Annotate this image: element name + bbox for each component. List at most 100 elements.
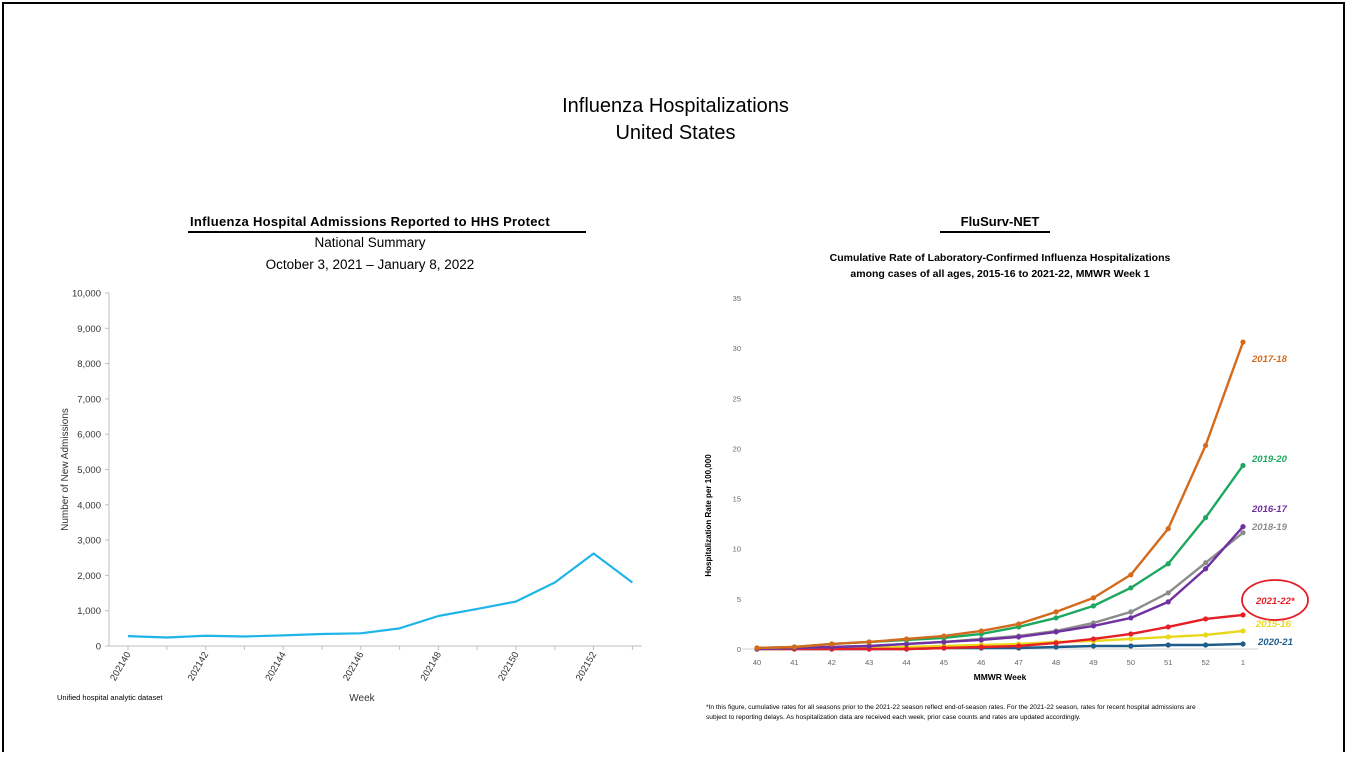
series-label: 2016-17 bbox=[1251, 504, 1288, 515]
y-tick-label: 20 bbox=[733, 444, 741, 453]
series-label: 2017-18 bbox=[1251, 354, 1288, 365]
series-marker bbox=[1053, 629, 1059, 635]
x-tick-label: 46 bbox=[977, 658, 985, 667]
series-marker bbox=[1165, 590, 1171, 596]
y-tick-label: 5 bbox=[737, 595, 741, 604]
y-tick-label: 8,000 bbox=[77, 359, 101, 370]
series-marker bbox=[1240, 524, 1246, 530]
series-marker bbox=[866, 639, 872, 645]
highlight-circle bbox=[1241, 579, 1309, 621]
x-tick-label: 45 bbox=[940, 658, 948, 667]
y-tick-label: 6,000 bbox=[77, 430, 101, 441]
left-chart-heading: Influenza Hospital Admissions Reported t… bbox=[190, 214, 550, 229]
series-marker bbox=[754, 645, 760, 651]
y-axis-label: Number of New Admissions bbox=[60, 408, 71, 531]
y-tick-label: 0 bbox=[96, 642, 101, 653]
series-marker bbox=[1165, 599, 1171, 605]
right-chart-title2: among cases of all ages, 2015-16 to 2021… bbox=[850, 268, 1150, 280]
series-marker bbox=[1240, 628, 1246, 634]
series-marker bbox=[791, 644, 797, 650]
left-chart-source: Unified hospital analytic dataset bbox=[57, 693, 163, 702]
right-footnote-line1: *In this figure, cumulative rates for al… bbox=[706, 704, 1196, 711]
x-tick-label: 47 bbox=[1015, 658, 1023, 667]
page-title-line1: Influenza Hospitalizations bbox=[562, 95, 789, 117]
series-marker bbox=[1165, 634, 1171, 640]
series-marker bbox=[1016, 643, 1022, 649]
series-marker bbox=[1240, 339, 1246, 345]
series-marker bbox=[1090, 603, 1097, 609]
series-marker bbox=[1128, 615, 1134, 621]
y-tick-label: 9,000 bbox=[77, 324, 101, 335]
x-tick-label: 40 bbox=[753, 658, 761, 667]
series-marker bbox=[1203, 616, 1209, 622]
series-marker bbox=[1128, 631, 1134, 637]
series-marker bbox=[1203, 442, 1209, 449]
series-marker bbox=[1240, 530, 1246, 536]
series-marker bbox=[1165, 526, 1171, 532]
series-marker bbox=[941, 633, 947, 639]
x-axis-label: MMWR Week bbox=[974, 672, 1027, 682]
series-label: 2018-19 bbox=[1251, 522, 1288, 533]
series-marker bbox=[1165, 561, 1171, 567]
x-tick-label: 42 bbox=[828, 658, 836, 667]
series-line-2016-17 bbox=[756, 525, 1244, 651]
series-marker bbox=[978, 628, 984, 634]
series-marker bbox=[829, 641, 835, 647]
right-chart-title1: Cumulative Rate of Laboratory-Confirmed … bbox=[829, 252, 1171, 264]
series-marker bbox=[1240, 612, 1246, 618]
series-marker bbox=[1053, 644, 1059, 650]
series-marker bbox=[1165, 624, 1171, 630]
x-tick-label: 50 bbox=[1127, 658, 1135, 667]
series-marker bbox=[1053, 615, 1059, 621]
right-footnote-line2: subject to reporting delays. As hospital… bbox=[706, 714, 1081, 721]
series-label: 2021-22* bbox=[1255, 596, 1296, 607]
series-marker bbox=[1203, 642, 1209, 648]
y-tick-label: 30 bbox=[733, 344, 741, 353]
y-tick-label: 7,000 bbox=[77, 394, 101, 405]
series-marker bbox=[1203, 566, 1209, 572]
series-marker bbox=[1128, 572, 1134, 578]
series-marker bbox=[1240, 462, 1246, 469]
x-tick-label: 48 bbox=[1052, 658, 1060, 667]
y-tick-label: 4,000 bbox=[77, 500, 101, 511]
series-marker bbox=[941, 645, 947, 651]
x-tick-label: 41 bbox=[790, 658, 798, 667]
series-marker bbox=[1090, 636, 1097, 642]
y-tick-label: 10,000 bbox=[72, 289, 101, 300]
series-marker bbox=[1165, 642, 1171, 648]
series-marker bbox=[1016, 634, 1022, 640]
series-marker bbox=[1128, 636, 1134, 642]
y-tick-label: 35 bbox=[733, 294, 741, 303]
y-tick-label: 0 bbox=[737, 645, 741, 654]
page-title: Influenza Hospitalizations United States bbox=[0, 93, 1351, 147]
series-marker bbox=[903, 646, 910, 652]
series-marker bbox=[1090, 595, 1097, 601]
series-marker bbox=[978, 644, 984, 650]
page-title-line2: United States bbox=[615, 122, 736, 144]
hhs-admissions-chart: 0 1,000 2,000 3,000 4,000 5,000 6,000 7,000 8,00… bbox=[60, 289, 642, 704]
series-marker bbox=[1128, 585, 1134, 591]
right-chart-heading: FluSurv-NET bbox=[960, 214, 1040, 229]
left-chart-subtitle1: National Summary bbox=[314, 235, 426, 250]
series-label: 2015-16 bbox=[1255, 619, 1292, 630]
y-tick-label: 25 bbox=[733, 394, 741, 403]
series-marker bbox=[1203, 632, 1209, 638]
y-axis-label: Hospitalization Rate per 100,000 bbox=[704, 454, 713, 577]
series-marker bbox=[1053, 640, 1059, 646]
x-tick-label: 44 bbox=[902, 658, 910, 667]
right-heading-underline bbox=[940, 231, 1050, 233]
series-marker bbox=[1128, 609, 1134, 615]
left-chart-subtitle2: October 3, 2021 – January 8, 2022 bbox=[265, 257, 475, 272]
series-marker bbox=[1203, 560, 1209, 566]
series-marker bbox=[1128, 643, 1134, 649]
series-marker bbox=[903, 641, 910, 647]
series-marker bbox=[1053, 609, 1059, 615]
series-line bbox=[127, 552, 634, 639]
left-heading-underline bbox=[188, 231, 586, 233]
series-line-2017-18 bbox=[756, 341, 1245, 650]
series-line-2019-20 bbox=[756, 464, 1244, 650]
y-tick-label: 1,000 bbox=[77, 606, 101, 617]
series-marker bbox=[1240, 641, 1246, 647]
series-marker bbox=[1090, 643, 1097, 649]
